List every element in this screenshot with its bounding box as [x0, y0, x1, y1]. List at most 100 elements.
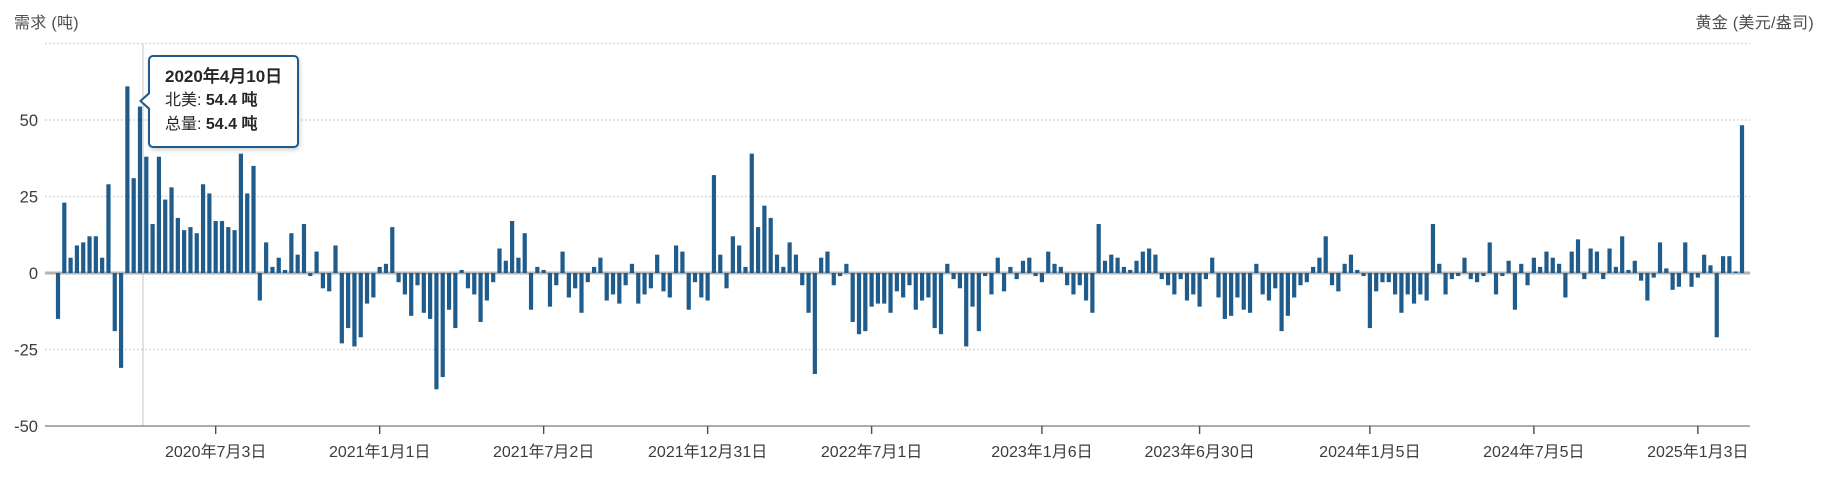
bar[interactable] — [737, 245, 742, 273]
bar[interactable] — [762, 205, 767, 273]
bar[interactable] — [1645, 273, 1650, 301]
x-tick-label[interactable]: 2023年6月30日 — [1144, 443, 1254, 461]
bar[interactable] — [774, 254, 780, 273]
bar[interactable] — [1733, 271, 1738, 273]
bar[interactable] — [301, 224, 307, 273]
bar[interactable] — [371, 273, 376, 298]
bar[interactable] — [1525, 273, 1530, 286]
bar[interactable] — [913, 273, 918, 310]
bar[interactable] — [207, 193, 212, 273]
bar[interactable] — [238, 153, 244, 273]
bar[interactable] — [257, 273, 262, 301]
bar[interactable] — [62, 202, 67, 273]
bar[interactable] — [642, 273, 647, 295]
bar[interactable] — [1638, 273, 1644, 281]
bar[interactable] — [1538, 266, 1543, 273]
bar[interactable] — [1191, 273, 1196, 295]
bar[interactable] — [945, 263, 950, 273]
bar[interactable] — [907, 273, 912, 286]
bar-highlighted[interactable] — [137, 106, 143, 273]
bar[interactable] — [1090, 273, 1095, 313]
bar[interactable] — [1702, 254, 1707, 273]
bar[interactable] — [674, 245, 679, 273]
bar[interactable] — [289, 233, 294, 273]
bar[interactable] — [1292, 273, 1297, 298]
bar[interactable] — [819, 257, 824, 273]
bar[interactable] — [270, 266, 275, 273]
bar[interactable] — [1468, 273, 1473, 280]
bar[interactable] — [863, 273, 868, 332]
bar[interactable] — [383, 263, 389, 273]
bar[interactable] — [1039, 273, 1045, 283]
bar[interactable] — [396, 273, 401, 283]
bar[interactable] — [175, 217, 180, 273]
bar[interactable] — [358, 273, 363, 338]
bar[interactable] — [730, 236, 735, 273]
bar[interactable] — [995, 257, 1000, 273]
bar[interactable] — [1273, 273, 1278, 289]
bar[interactable] — [554, 273, 559, 286]
bar[interactable] — [1216, 273, 1221, 298]
bar[interactable] — [1342, 263, 1347, 273]
x-tick-label[interactable]: 2024年7月5日 — [1483, 443, 1584, 461]
bar[interactable] — [327, 273, 332, 292]
bar[interactable] — [1720, 256, 1726, 273]
bar[interactable] — [118, 273, 124, 368]
bar[interactable] — [661, 273, 666, 292]
bar[interactable] — [705, 273, 710, 301]
bar[interactable] — [718, 254, 723, 273]
bar[interactable] — [781, 266, 786, 273]
bar[interactable] — [1020, 260, 1026, 273]
bar[interactable] — [1014, 273, 1019, 280]
bar[interactable] — [1475, 273, 1480, 283]
bar[interactable] — [856, 273, 862, 335]
bar[interactable] — [1462, 257, 1467, 273]
bar[interactable] — [1260, 273, 1265, 295]
bar[interactable] — [680, 251, 685, 273]
bar[interactable] — [692, 273, 698, 283]
bar[interactable] — [100, 257, 105, 273]
bar[interactable] — [1046, 251, 1051, 273]
bar[interactable] — [434, 273, 439, 390]
x-tick-label[interactable]: 2021年7月2日 — [493, 443, 594, 461]
bar[interactable] — [1374, 273, 1379, 292]
bar[interactable] — [1336, 273, 1341, 292]
bar[interactable] — [251, 165, 256, 273]
bar[interactable] — [938, 273, 944, 335]
bar[interactable] — [1128, 269, 1133, 273]
bar[interactable] — [516, 257, 521, 273]
bar[interactable] — [339, 273, 344, 344]
bar[interactable] — [1437, 263, 1442, 273]
bar[interactable] — [1670, 273, 1675, 290]
bar[interactable] — [169, 187, 174, 273]
bar[interactable] — [1544, 251, 1549, 273]
bar[interactable] — [295, 254, 300, 273]
bar[interactable] — [81, 242, 86, 273]
bar[interactable] — [276, 257, 281, 273]
bar[interactable] — [1109, 254, 1114, 273]
bar[interactable] — [825, 251, 830, 273]
bar[interactable] — [648, 273, 653, 289]
bar[interactable] — [1285, 273, 1290, 316]
bar[interactable] — [1550, 257, 1555, 273]
bar[interactable] — [1222, 273, 1227, 319]
bar[interactable] — [1134, 260, 1139, 273]
bar[interactable] — [226, 227, 231, 273]
bar[interactable] — [1229, 273, 1234, 316]
bar[interactable] — [112, 273, 117, 332]
bar[interactable] — [1165, 273, 1171, 286]
bar[interactable] — [1178, 273, 1183, 280]
bar[interactable] — [1210, 257, 1215, 273]
bar[interactable] — [453, 273, 458, 329]
bar[interactable] — [1443, 273, 1448, 295]
bar[interactable] — [510, 220, 515, 273]
bar[interactable] — [1449, 273, 1454, 280]
bar[interactable] — [1456, 273, 1461, 277]
bar[interactable] — [1348, 254, 1354, 273]
bar[interactable] — [724, 273, 729, 289]
bar[interactable] — [156, 156, 162, 273]
bar[interactable] — [308, 273, 313, 277]
bar[interactable] — [1519, 263, 1524, 273]
bar[interactable] — [560, 251, 565, 273]
bar[interactable] — [1563, 273, 1568, 298]
